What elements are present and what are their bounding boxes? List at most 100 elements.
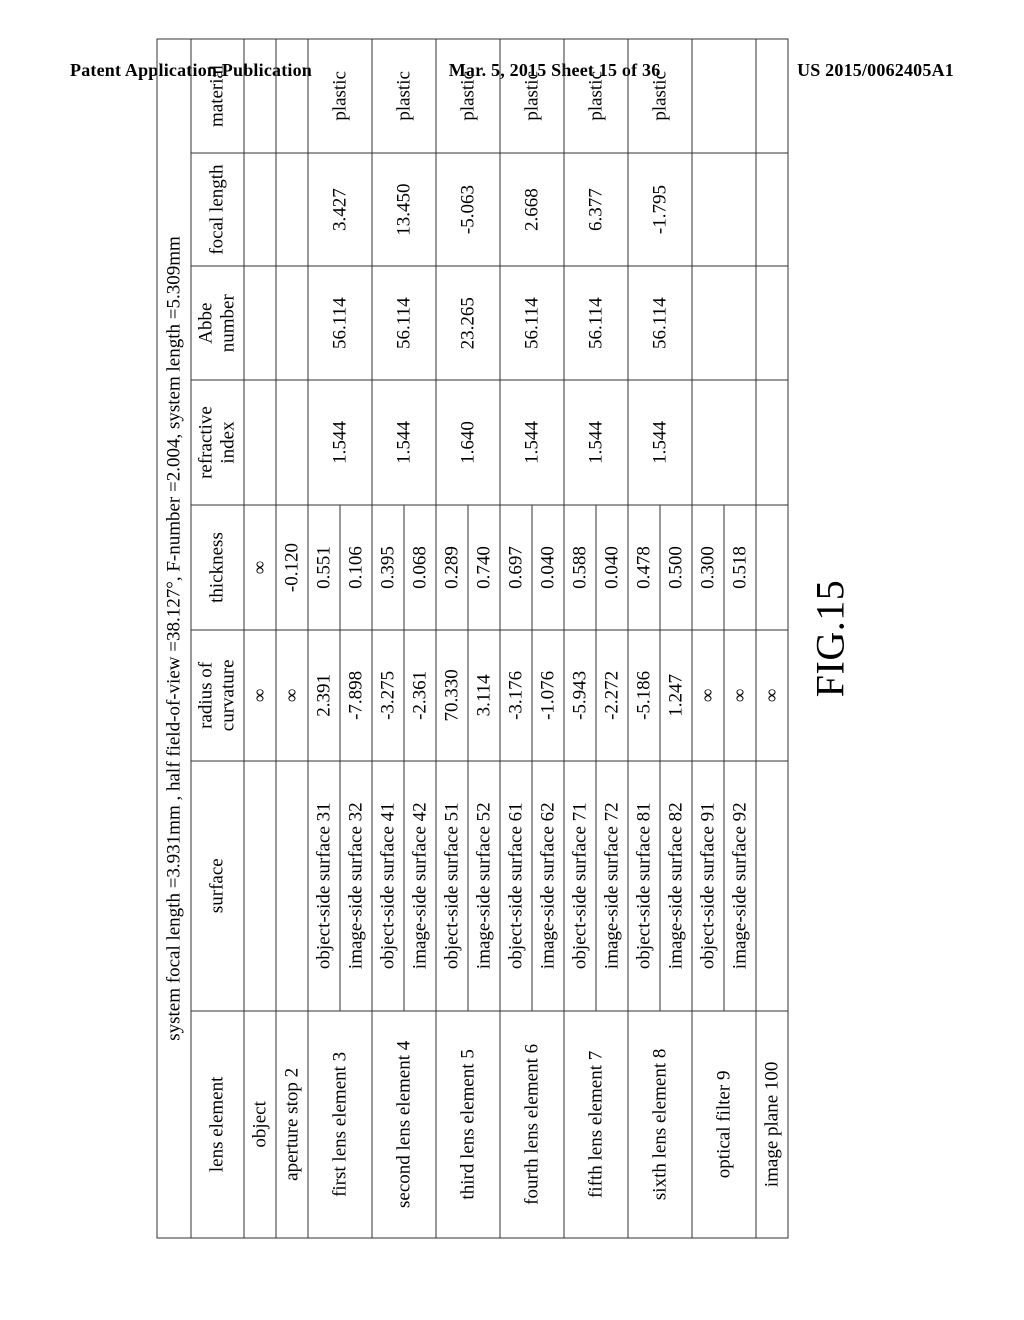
cell-focal xyxy=(276,153,308,267)
cell-abbe: 56.114 xyxy=(372,266,436,380)
col-abbe: Abbe number xyxy=(191,266,244,380)
cell-lens: sixth lens element 8 xyxy=(628,1011,692,1238)
cell-ri: 1.544 xyxy=(308,380,372,505)
cell-surface: image-side surface 92 xyxy=(724,761,756,1011)
cell-radius: 2.391 xyxy=(308,630,340,761)
cell-radius: -2.361 xyxy=(404,630,436,761)
cell-surface: object-side surface 71 xyxy=(564,761,596,1011)
cell-surface: object-side surface 91 xyxy=(692,761,724,1011)
table-row: aperture stop 2∞-0.120 xyxy=(276,39,308,1238)
cell-focal xyxy=(756,153,788,267)
cell-surface xyxy=(244,761,276,1011)
optics-table: system focal length =3.931mm , half fiel… xyxy=(157,39,789,1239)
cell-lens: first lens element 3 xyxy=(308,1011,372,1238)
cell-material xyxy=(244,39,276,153)
col-material: material xyxy=(191,39,244,153)
cell-surface xyxy=(276,761,308,1011)
cell-radius: -5.943 xyxy=(564,630,596,761)
cell-abbe: 56.114 xyxy=(308,266,372,380)
cell-abbe: 23.265 xyxy=(436,266,500,380)
cell-abbe xyxy=(756,266,788,380)
cell-surface: image-side surface 52 xyxy=(468,761,500,1011)
cell-thickness: 0.289 xyxy=(436,505,468,630)
cell-material: plastic xyxy=(628,39,692,153)
cell-radius: -1.076 xyxy=(532,630,564,761)
cell-surface: image-side surface 42 xyxy=(404,761,436,1011)
cell-surface: object-side surface 51 xyxy=(436,761,468,1011)
cell-thickness: 0.588 xyxy=(564,505,596,630)
cell-radius: -7.898 xyxy=(340,630,372,761)
cell-focal: -5.063 xyxy=(436,153,500,267)
cell-radius: -5.186 xyxy=(628,630,660,761)
cell-ri: 1.544 xyxy=(372,380,436,505)
cell-abbe: 56.114 xyxy=(500,266,564,380)
cell-focal: 2.668 xyxy=(500,153,564,267)
cell-radius: 3.114 xyxy=(468,630,500,761)
table-row: image plane 100 ∞ xyxy=(756,39,788,1238)
cell-ri: 1.544 xyxy=(564,380,628,505)
cell-material: plastic xyxy=(500,39,564,153)
col-radius: radius of curvature xyxy=(191,630,244,761)
cell-ri xyxy=(276,380,308,505)
cell-radius: -2.272 xyxy=(596,630,628,761)
cell-focal: -1.795 xyxy=(628,153,692,267)
cell-thickness: 0.518 xyxy=(724,505,756,630)
col-surface: surface xyxy=(191,761,244,1011)
cell-lens: fifth lens element 7 xyxy=(564,1011,628,1238)
cell-abbe xyxy=(692,266,756,380)
cell-lens: second lens element 4 xyxy=(372,1011,436,1238)
cell-focal: 13.450 xyxy=(372,153,436,267)
cell-thickness: 0.068 xyxy=(404,505,436,630)
cell-focal: 3.427 xyxy=(308,153,372,267)
cell-radius: ∞ xyxy=(244,630,276,761)
cell-focal xyxy=(692,153,756,267)
cell-surface: object-side surface 41 xyxy=(372,761,404,1011)
page: Patent Application Publication Mar. 5, 2… xyxy=(0,0,1024,1320)
cell-lens: image plane 100 xyxy=(756,1011,788,1238)
cell-surface: image-side surface 82 xyxy=(660,761,692,1011)
cell-thickness: 0.551 xyxy=(308,505,340,630)
optics-table-body: system focal length =3.931mm , half fiel… xyxy=(157,39,788,1238)
cell-thickness: 0.740 xyxy=(468,505,500,630)
cell-radius: ∞ xyxy=(276,630,308,761)
cell-radius: ∞ xyxy=(724,630,756,761)
table-row: first lens element 3object-side surface … xyxy=(308,39,340,1238)
table-row: fourth lens element 6object-side surface… xyxy=(500,39,532,1238)
cell-focal xyxy=(244,153,276,267)
col-thick: thickness xyxy=(191,505,244,630)
cell-abbe: 56.114 xyxy=(564,266,628,380)
cell-ri: 1.544 xyxy=(500,380,564,505)
cell-thickness: 0.106 xyxy=(340,505,372,630)
cell-radius: -3.275 xyxy=(372,630,404,761)
cell-abbe xyxy=(244,266,276,380)
cell-abbe xyxy=(276,266,308,380)
table-row: sixth lens element 8object-side surface … xyxy=(628,39,660,1238)
cell-ri: 1.544 xyxy=(628,380,692,505)
cell-material xyxy=(276,39,308,153)
cell-ri xyxy=(692,380,756,505)
col-ri: refractive index xyxy=(191,380,244,505)
cell-focal: 6.377 xyxy=(564,153,628,267)
table-row: optical filter 9object-side surface 91∞0… xyxy=(692,39,724,1238)
cell-thickness: ∞ xyxy=(244,505,276,630)
cell-thickness: 0.300 xyxy=(692,505,724,630)
cell-ri: 1.640 xyxy=(436,380,500,505)
cell-radius: -3.176 xyxy=(500,630,532,761)
cell-lens: third lens element 5 xyxy=(436,1011,500,1238)
cell-ri xyxy=(756,380,788,505)
col-lens: lens element xyxy=(191,1011,244,1238)
cell-surface xyxy=(756,761,788,1011)
table-row: fifth lens element 7object-side surface … xyxy=(564,39,596,1238)
cell-surface: image-side surface 72 xyxy=(596,761,628,1011)
cell-lens: fourth lens element 6 xyxy=(500,1011,564,1238)
cell-thickness: -0.120 xyxy=(276,505,308,630)
cell-thickness: 0.478 xyxy=(628,505,660,630)
cell-material: plastic xyxy=(564,39,628,153)
cell-radius: ∞ xyxy=(756,630,788,761)
cell-radius: 1.247 xyxy=(660,630,692,761)
cell-ri xyxy=(244,380,276,505)
cell-material xyxy=(692,39,756,153)
cell-material: plastic xyxy=(308,39,372,153)
header-row: lens element surface radius of curvature… xyxy=(191,39,244,1238)
table-row: second lens element 4object-side surface… xyxy=(372,39,404,1238)
